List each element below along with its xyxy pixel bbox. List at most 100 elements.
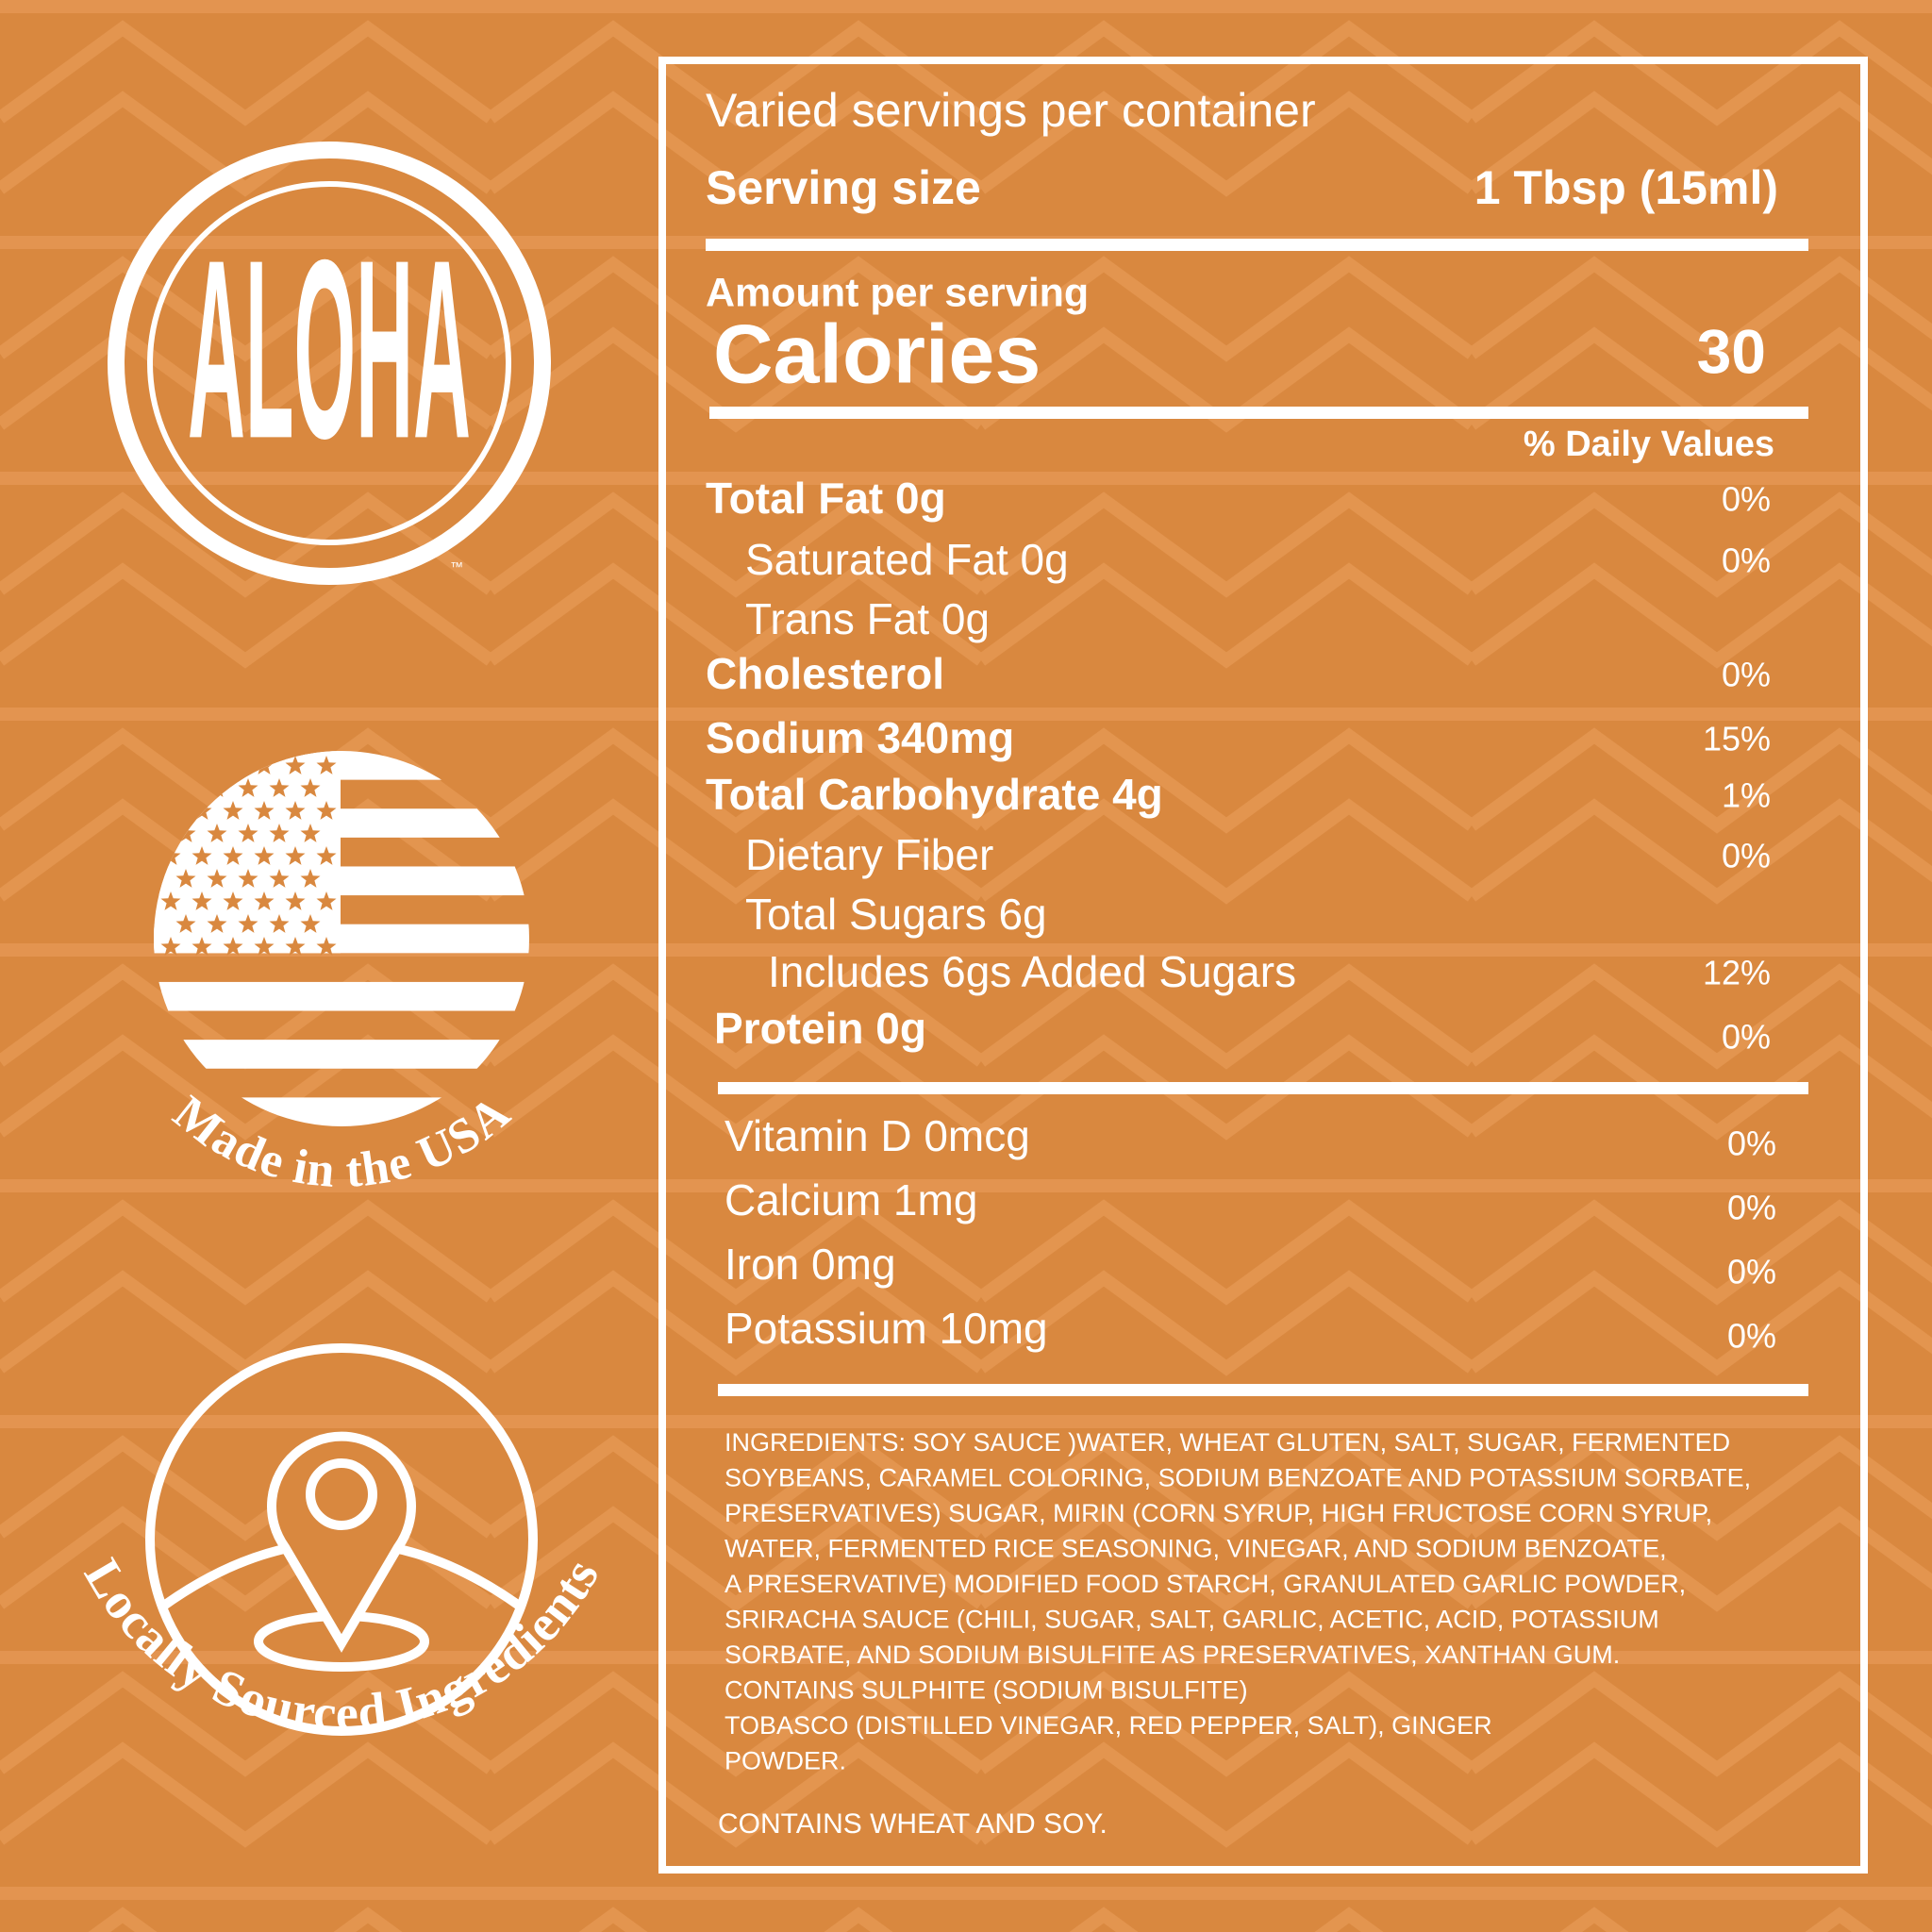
flag-star (238, 869, 258, 888)
logo-text: ALOHA (188, 208, 471, 491)
ingredients-line: WATER, FERMENTED RICE SEASONING, VINEGAR… (724, 1535, 1667, 1563)
flag-star (207, 914, 227, 933)
logo-inner-ring (147, 181, 511, 545)
daily-value: 0% (1727, 1124, 1776, 1163)
daily-value: 0% (1722, 656, 1771, 694)
nutrient-name: Sodium 340mg (706, 713, 1014, 762)
flag-star (254, 891, 275, 910)
flag-star (207, 824, 227, 842)
flag-star (192, 846, 212, 865)
ingredients-line: SOYBEANS, CARAMEL COLORING, SODIUM BENZO… (724, 1464, 1751, 1492)
divider (718, 1082, 1808, 1094)
nutrient-name: Total Sugars 6g (745, 890, 1047, 939)
flag-star (192, 937, 212, 956)
flag-star (316, 937, 337, 956)
serving-size-value: 1 Tbsp (15ml) (1474, 161, 1778, 214)
trademark: ™ (450, 559, 463, 575)
flag-star (285, 937, 306, 956)
daily-value: 0% (1727, 1189, 1776, 1227)
flag-star (300, 778, 321, 797)
nutrient-name: Total Fat 0g (706, 474, 946, 523)
ingredients-line: PRESERVATIVES) SUGAR, MIRIN (CORN SYRUP,… (724, 1499, 1712, 1527)
vitamin-name: Potassium 10mg (724, 1304, 1048, 1353)
nutrient-name: Includes 6gs Added Sugars (768, 947, 1296, 996)
flag-star (254, 846, 275, 865)
nutrient-name: Dietary Fiber (745, 830, 993, 879)
nutrient-name: Total Carbohydrate 4g (706, 770, 1163, 819)
flag-star (254, 801, 275, 820)
daily-value: 0% (1722, 1018, 1771, 1057)
ingredients-line: A PRESERVATIVE) MODIFIED FOOD STARCH, GR… (724, 1570, 1686, 1598)
nutrition-box (658, 57, 1868, 1874)
flag-star (300, 824, 321, 842)
amount-per-serving: Amount per serving (706, 270, 1089, 315)
flag-star (269, 914, 290, 933)
flag-star (269, 824, 290, 842)
flag-star (238, 824, 258, 842)
vitamin-name: Iron 0mg (724, 1240, 896, 1289)
flag-star (160, 937, 181, 956)
daily-value: 0% (1722, 837, 1771, 875)
logo-badge: ALOHA ™ (108, 142, 551, 585)
flag-star (269, 869, 290, 888)
daily-value: 12% (1703, 954, 1771, 992)
ingredients-line: CONTAINS SULPHITE (SODIUM BISULFITE) (724, 1676, 1248, 1705)
daily-values-header: % Daily Values (1524, 425, 1774, 464)
ingredients-line: SRIRACHA SAUCE (CHILI, SUGAR, SALT, GARL… (724, 1606, 1659, 1634)
flag-star (285, 801, 306, 820)
daily-value: 0% (1722, 480, 1771, 519)
location-pin-dot (306, 1458, 377, 1530)
ingredients-line: TOBASCO (DISTILLED VINEGAR, RED PEPPER, … (724, 1711, 1492, 1740)
flag-star (285, 756, 306, 774)
flag-star (316, 756, 337, 774)
ingredients-line: INGREDIENTS: SOY SAUCE )WATER, WHEAT GLU… (724, 1428, 1730, 1457)
location-badge (145, 1343, 538, 1736)
flag-stripe (154, 1040, 529, 1069)
flag-star (269, 778, 290, 797)
nutrient-rows: Total Fat 0g 0% Saturated Fat 0g 0% Trans Fa… (706, 474, 1771, 1056)
flag-star (192, 891, 212, 910)
divider (718, 1384, 1808, 1396)
flag-star (223, 937, 243, 956)
vitamin-name: Vitamin D 0mcg (724, 1111, 1030, 1160)
ingredients-line: SORBATE, AND SODIUM BISULFITE AS PRESERV… (724, 1641, 1620, 1669)
logo-ring (108, 142, 551, 585)
flag-star (223, 801, 243, 820)
flag-star (300, 914, 321, 933)
daily-value: 0% (1727, 1317, 1776, 1356)
location-ring (145, 1343, 538, 1736)
daily-value: 0% (1727, 1253, 1776, 1291)
ingredients: INGREDIENTS: SOY SAUCE )WATER, WHEAT GLU… (724, 1428, 1751, 1775)
flag-star (300, 869, 321, 888)
servings: Varied servings per container (706, 84, 1316, 137)
flag-star (254, 937, 275, 956)
calories-value: 30 (1697, 316, 1766, 386)
flag-star (175, 869, 196, 888)
ingredients-line: POWDER. (724, 1747, 846, 1775)
flag-star (223, 846, 243, 865)
flag-star (238, 914, 258, 933)
flag-star (316, 846, 337, 865)
daily-value: 15% (1703, 720, 1771, 758)
flag-star (285, 891, 306, 910)
flag-star (160, 891, 181, 910)
vitamin-rows: Vitamin D 0mcg 0% Calcium 1mg 0% Iron 0mg 0% P… (724, 1111, 1776, 1355)
nutrient-name: Saturated Fat 0g (745, 535, 1069, 584)
divider (706, 239, 1808, 251)
flag-star (175, 914, 196, 933)
calories-label: Calories (713, 307, 1041, 400)
allergens: CONTAINS WHEAT AND SOY. (718, 1808, 1108, 1840)
flag-stripe (154, 981, 529, 1011)
serving-size-label: Serving size (706, 161, 981, 214)
nutrient-name: Protein 0g (714, 1004, 926, 1053)
flag-star (207, 869, 227, 888)
flag-star (223, 891, 243, 910)
daily-value: 0% (1722, 541, 1771, 580)
flag-star (238, 778, 258, 797)
flag-star (285, 846, 306, 865)
nutrient-name: Trans Fat 0g (745, 594, 990, 643)
daily-value: 1% (1722, 776, 1771, 815)
flag-star (316, 891, 337, 910)
